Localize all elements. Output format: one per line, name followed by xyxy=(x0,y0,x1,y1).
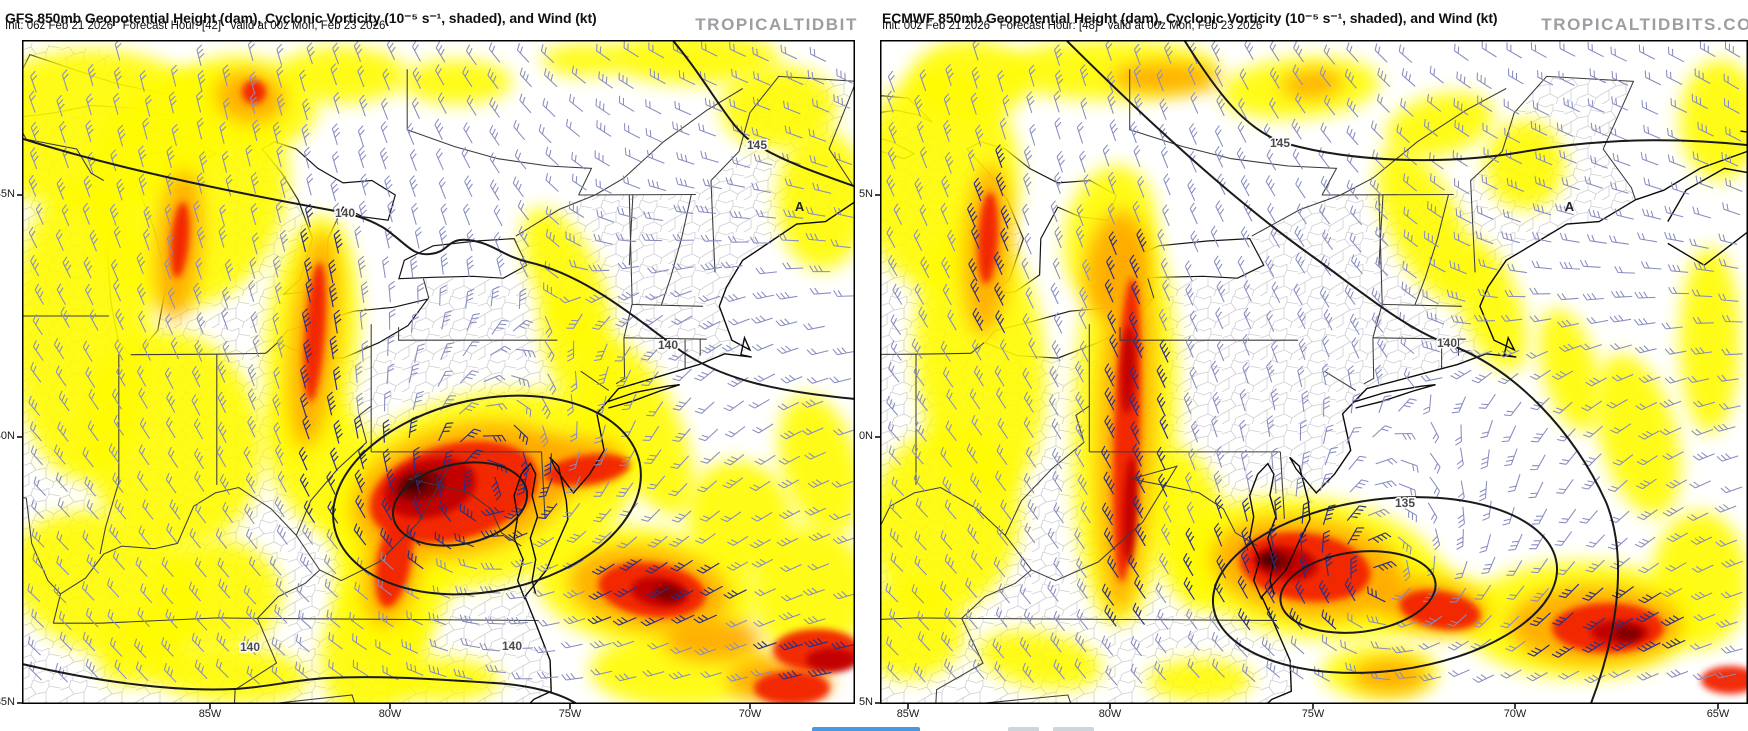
state-borders xyxy=(880,69,1636,704)
axis-ticks xyxy=(875,194,1719,709)
lon-tick-label: 85W xyxy=(198,708,222,720)
init-forecast-valid-line: Init: 00z Feb 21 2026 Forecast Hour: [48… xyxy=(882,20,1263,32)
lon-tick-label: 80W xyxy=(1098,708,1122,720)
lon-tick-label: 85W xyxy=(896,708,920,720)
lat-tick-label: 45N xyxy=(0,188,15,200)
axis-ticks xyxy=(17,194,751,709)
lat-tick-label: 0N xyxy=(858,430,873,442)
map-ecmwf: 145 140 135 A xyxy=(875,40,1748,709)
lon-tick-label: 70W xyxy=(1503,708,1527,720)
contour-label: 140 xyxy=(335,206,355,220)
panel-gfs: GFS 850mb Geopotential Height (dam), Cyc… xyxy=(0,0,866,731)
lon-tick-label: 65W xyxy=(1706,708,1730,720)
contour-label: 140 xyxy=(502,639,522,653)
panel-ecmwf: ECMWF 850mb Geopotential Height (dam), C… xyxy=(859,0,1748,731)
tropicaltidbits-watermark: TROPICALTIDBITS.CO xyxy=(1541,15,1748,34)
wind-barbs-strong xyxy=(966,144,1686,658)
lon-tick-label: 70W xyxy=(738,708,762,720)
lon-tick-label: 75W xyxy=(558,708,582,720)
map-layers: 140 145 140 140 140 A xyxy=(22,40,855,704)
contour-label: 140 xyxy=(1437,336,1457,350)
contour-label: 145 xyxy=(1270,136,1290,150)
map-frame xyxy=(22,40,855,704)
map-layers: 145 140 135 A xyxy=(880,40,1748,704)
height-contours xyxy=(1064,40,1748,704)
lon-tick-label: 80W xyxy=(378,708,402,720)
clipped-bottom-button[interactable] xyxy=(1008,727,1039,731)
lat-tick-label: 5N xyxy=(858,696,873,708)
coastline xyxy=(513,200,855,704)
height-contours xyxy=(22,40,855,704)
contour-label: 140 xyxy=(240,640,260,654)
clipped-bottom-button[interactable] xyxy=(812,727,920,731)
clipped-bottom-button[interactable] xyxy=(1053,727,1094,731)
page-title: GFS 850mb Geopotential Height (dam), Cyc… xyxy=(5,10,597,27)
contour-label: 140 xyxy=(658,338,678,352)
wind-barbs-strong xyxy=(298,203,855,680)
map-marker-a: A xyxy=(795,199,805,214)
lat-tick-label: 40N xyxy=(0,430,15,442)
map-marker-a: A xyxy=(1565,199,1575,214)
lat-tick-label: 5N xyxy=(858,188,873,200)
contour-label: 145 xyxy=(747,138,767,152)
wind-barbs xyxy=(27,40,855,685)
contour-label: 135 xyxy=(1395,496,1415,510)
init-forecast-valid-line: Init: 06z Feb 21 2026 Forecast Hour: [42… xyxy=(5,20,386,32)
wind-barbs xyxy=(885,40,1743,686)
lon-tick-label: 75W xyxy=(1301,708,1325,720)
map-frame xyxy=(880,40,1748,704)
lat-tick-label: 35N xyxy=(0,696,15,708)
page-title: ECMWF 850mb Geopotential Height (dam), C… xyxy=(882,10,1498,27)
map-gfs: 140 145 140 140 140 A xyxy=(17,40,855,709)
tropicaltidbits-watermark: TROPICALTIDBIT xyxy=(695,15,858,34)
